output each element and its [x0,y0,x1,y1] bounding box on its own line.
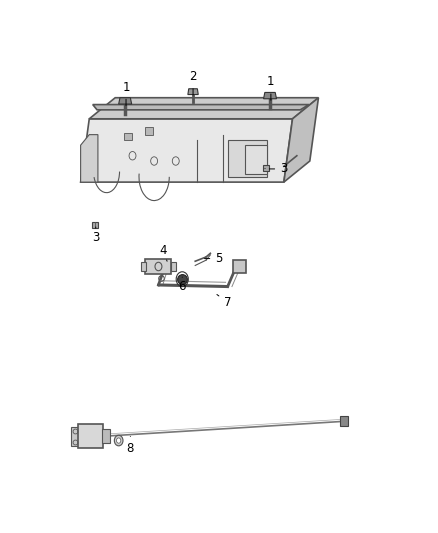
FancyBboxPatch shape [124,133,132,140]
Text: 6: 6 [179,277,186,293]
FancyBboxPatch shape [228,140,267,177]
Polygon shape [188,89,198,94]
Text: 1: 1 [122,80,130,106]
FancyBboxPatch shape [145,127,153,135]
Polygon shape [264,92,276,99]
FancyBboxPatch shape [170,262,176,271]
FancyBboxPatch shape [102,429,110,443]
Text: 1: 1 [267,75,275,100]
FancyBboxPatch shape [141,262,146,271]
FancyBboxPatch shape [233,260,246,273]
Polygon shape [284,98,318,182]
Text: 2: 2 [189,70,197,95]
FancyBboxPatch shape [71,427,79,446]
Polygon shape [81,135,98,182]
Polygon shape [93,104,309,110]
Polygon shape [89,98,318,119]
Circle shape [117,438,121,443]
FancyBboxPatch shape [339,416,348,426]
FancyBboxPatch shape [245,145,267,174]
Text: 8: 8 [127,437,134,455]
Text: 4: 4 [159,244,167,261]
Text: 7: 7 [217,295,231,309]
Text: 5: 5 [205,252,223,265]
FancyBboxPatch shape [145,259,171,274]
Text: 3: 3 [92,227,99,244]
Polygon shape [81,119,293,182]
Circle shape [114,435,123,446]
FancyBboxPatch shape [78,424,103,448]
Text: 3: 3 [269,163,288,175]
Polygon shape [119,98,132,104]
